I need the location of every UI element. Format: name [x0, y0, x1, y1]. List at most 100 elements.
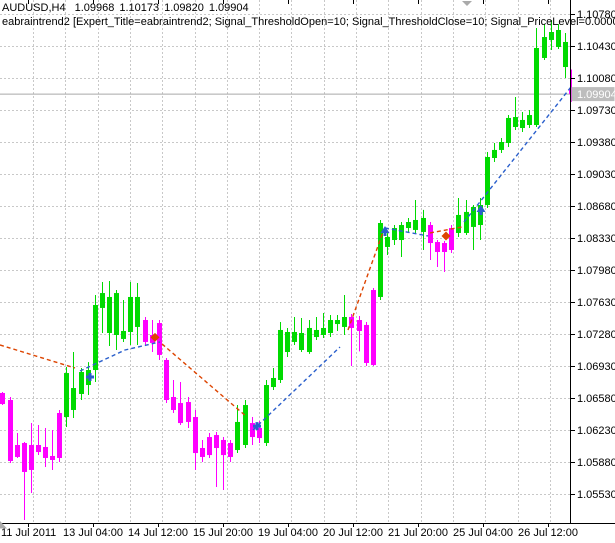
braintrend-line-blue — [384, 227, 429, 237]
candle — [335, 314, 340, 331]
candle-body — [79, 372, 84, 394]
chart-header: AUDUSD,H4 1.09968 1.10173 1.09820 1.09904 ea… — [2, 1, 615, 29]
candle — [499, 137, 504, 153]
candle — [456, 197, 461, 237]
candle-body — [250, 423, 255, 438]
candle-body — [243, 405, 248, 445]
candle-body — [193, 417, 198, 454]
candle — [492, 143, 497, 163]
candle-body — [128, 296, 133, 332]
candle-body — [214, 435, 219, 449]
candle-body — [8, 400, 13, 461]
candle — [321, 312, 326, 339]
price-label: 1.09030 — [577, 169, 615, 181]
candle — [385, 233, 390, 256]
candle — [542, 23, 547, 60]
candle — [520, 112, 525, 133]
candle-body — [93, 305, 98, 371]
candle-body — [456, 214, 461, 233]
candle — [243, 400, 248, 449]
candle — [299, 318, 304, 353]
candle-body — [164, 359, 169, 401]
candle-body — [556, 30, 561, 48]
candle-body — [563, 41, 568, 68]
current-price-box — [571, 87, 615, 102]
candle-body — [0, 392, 5, 405]
candle — [36, 424, 41, 456]
time-label: 21 Jul 20:00 — [388, 527, 448, 539]
candle-body — [207, 437, 212, 456]
candle — [128, 281, 133, 345]
quote-low: 1.09820 — [164, 2, 204, 14]
candle-body — [15, 444, 20, 457]
braintrend-line-red — [347, 231, 384, 331]
candle-body — [471, 207, 476, 227]
candle-body — [43, 447, 48, 458]
candle-body — [114, 293, 119, 336]
candle-body — [520, 119, 525, 129]
braintrend-lines-layer — [0, 86, 572, 431]
signal-marker-diamond — [150, 332, 160, 342]
candle — [471, 204, 476, 250]
candle — [349, 313, 354, 366]
candle-body — [321, 327, 326, 336]
candle — [0, 391, 5, 406]
candle — [8, 396, 13, 464]
ea-status-line: eabraintrend2 [Expert_Title=eabraintrend… — [2, 16, 615, 28]
candle — [114, 290, 119, 350]
braintrend-line-blue — [79, 341, 161, 372]
corner-marker-icon — [0, 521, 7, 529]
candle — [307, 320, 312, 354]
candle — [513, 97, 518, 131]
candle — [357, 315, 362, 352]
candle-body — [157, 323, 162, 355]
arrow-up-icon — [380, 225, 390, 236]
time-label: 15 Jul 20:00 — [193, 527, 253, 539]
candle-body — [107, 296, 112, 333]
candle-body — [135, 296, 140, 327]
braintrend-line-blue — [463, 86, 572, 223]
candle — [285, 327, 290, 357]
price-axis[interactable]: 1.10780 1.10430 1.10080 1.09730 1.09380 1.090… — [570, 9, 615, 501]
candle-body — [264, 385, 269, 443]
candle — [193, 409, 198, 470]
candle — [392, 225, 397, 246]
candle-body — [235, 421, 240, 451]
signal-markers-layer — [86, 205, 486, 431]
candle-body — [307, 327, 312, 353]
price-label: 1.09380 — [577, 137, 615, 149]
signal-marker-cross — [253, 422, 261, 431]
quote-open: 1.09968 — [74, 2, 115, 14]
candle-body — [271, 377, 276, 388]
candle — [29, 423, 34, 493]
candle — [178, 382, 183, 425]
candle-body — [171, 396, 176, 410]
price-label: 1.10430 — [577, 41, 615, 53]
candle — [171, 379, 176, 413]
candle — [15, 433, 20, 458]
candle-body — [292, 331, 297, 342]
candle — [449, 225, 454, 253]
candle — [93, 294, 98, 382]
candle — [214, 432, 219, 487]
candle-body — [221, 439, 226, 456]
candle — [399, 222, 404, 258]
signal-marker-arrow_up — [380, 225, 390, 236]
candle-body — [22, 442, 27, 472]
candle — [43, 427, 48, 468]
time-axis[interactable]: 11 Jul 2011 13 Jul 04:00 14 Jul 12:00 15 Ju… — [1, 527, 578, 539]
candle — [371, 288, 376, 366]
current-price-label: 1.09904 — [577, 89, 615, 101]
candle-body — [442, 243, 447, 252]
candle-body — [57, 412, 62, 458]
price-label: 1.07980 — [577, 265, 615, 277]
candle-body — [499, 142, 504, 150]
candle — [207, 433, 212, 458]
candle — [186, 396, 191, 428]
candle-body — [299, 332, 304, 350]
quote-high: 1.10173 — [119, 2, 160, 14]
candle-body — [257, 427, 262, 439]
candle-body — [527, 115, 532, 125]
